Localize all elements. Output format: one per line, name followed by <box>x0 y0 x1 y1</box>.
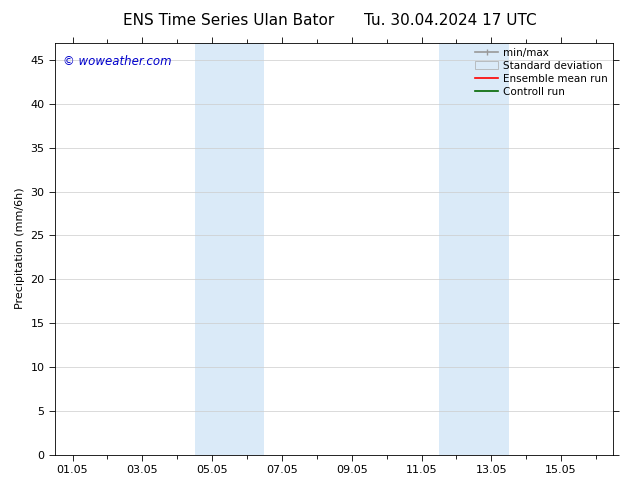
Text: © woweather.com: © woweather.com <box>63 55 172 68</box>
Bar <box>439 43 508 455</box>
Text: ENS Time Series Ulan Bator: ENS Time Series Ulan Bator <box>122 13 334 28</box>
Bar <box>195 43 264 455</box>
Y-axis label: Precipitation (mm/6h): Precipitation (mm/6h) <box>15 188 25 309</box>
Legend: min/max, Standard deviation, Ensemble mean run, Controll run: min/max, Standard deviation, Ensemble me… <box>476 48 608 97</box>
Text: Tu. 30.04.2024 17 UTC: Tu. 30.04.2024 17 UTC <box>364 13 536 28</box>
